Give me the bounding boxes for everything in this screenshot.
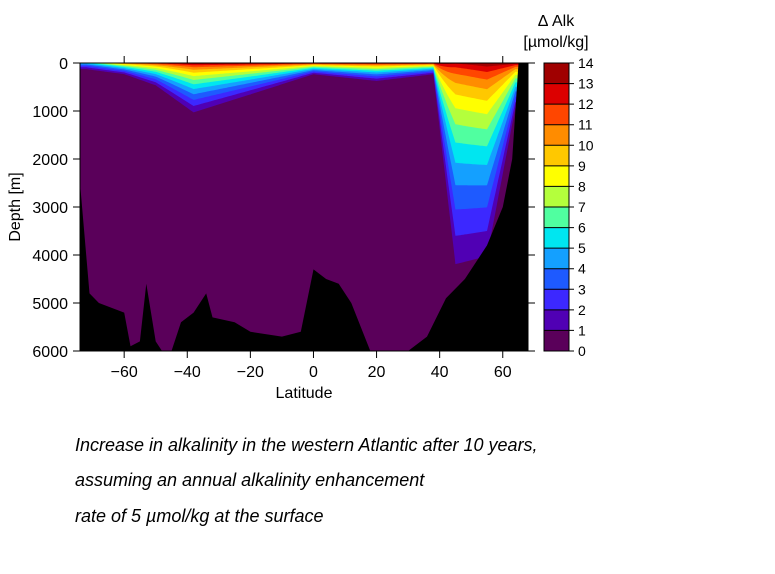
colorbar-tick-label: 3 — [578, 281, 586, 297]
colorbar-tick-label: 7 — [578, 199, 586, 215]
colorbar-tick-label: 9 — [578, 158, 586, 174]
colorbar-swatch-9 — [544, 145, 569, 166]
y-tick-label: 6000 — [32, 344, 68, 361]
y-tick-label: 0 — [59, 56, 68, 73]
colorbar-tick-label: 8 — [578, 178, 586, 194]
y-tick-label: 1000 — [32, 104, 68, 121]
x-tick-label: 20 — [368, 364, 386, 381]
x-tick-label: 0 — [309, 364, 318, 381]
colorbar-swatch-1 — [544, 309, 569, 331]
colorbar-swatch-10 — [544, 124, 569, 146]
colorbar-swatch-5 — [544, 227, 569, 249]
colorbar-swatch-3 — [544, 268, 569, 290]
y-axis-label: Depth [m] — [7, 172, 24, 241]
y-tick-label: 3000 — [32, 200, 68, 217]
caption-line-2: assuming an annual alkalinity enhancemen… — [75, 470, 425, 490]
caption-line-3: rate of 5 µmol/kg at the surface — [75, 506, 324, 526]
colorbar-title: Δ Alk — [538, 13, 575, 30]
colorbar-tick-label: 0 — [578, 343, 586, 359]
caption-line-1: Increase in alkalinity in the western At… — [75, 435, 538, 455]
colorbar-swatch-7 — [544, 186, 569, 207]
colorbar-swatch-12 — [544, 83, 569, 105]
colorbar-swatch-11 — [544, 104, 569, 125]
colorbar-tick-label: 4 — [578, 261, 586, 277]
seafloor-bathymetry — [80, 63, 528, 351]
colorbar-swatch-4 — [544, 248, 569, 269]
x-tick-label: −40 — [174, 364, 201, 381]
y-tick-label: 4000 — [32, 248, 68, 265]
colorbar-swatch-2 — [544, 289, 569, 310]
colorbar-unit: [µmol/kg] — [523, 34, 588, 51]
x-tick-label: −20 — [237, 364, 264, 381]
x-tick-label: −60 — [111, 364, 138, 381]
x-axis-label: Latitude — [276, 385, 333, 402]
x-tick-label: 40 — [431, 364, 449, 381]
colorbar-swatch-13 — [544, 63, 569, 84]
colorbar-tick-label: 11 — [578, 117, 593, 133]
colorbar-swatch-0 — [544, 330, 569, 351]
x-tick-label: 60 — [494, 364, 512, 381]
y-tick-label: 2000 — [32, 152, 68, 169]
x-axis-ticks: −60 −40 −20 0 20 40 60 — [111, 56, 512, 381]
colorbar-swatch-6 — [544, 207, 569, 228]
colorbar-tick-label: 5 — [578, 240, 586, 256]
colorbar-swatch-8 — [544, 165, 569, 187]
colorbar-tick-label: 12 — [578, 96, 594, 112]
plot-area — [80, 63, 528, 351]
colorbar-tick-label: 10 — [578, 137, 594, 153]
colorbar-tick-label: 2 — [578, 302, 586, 318]
colorbar-tick-label: 13 — [578, 76, 594, 92]
colorbar-tick-label: 6 — [578, 220, 586, 236]
colorbar-tick-label: 14 — [578, 55, 594, 71]
y-axis-ticks: 0 1000 2000 3000 4000 5000 6000 — [32, 56, 535, 361]
colorbar-tick-label: 1 — [578, 322, 586, 338]
y-tick-label: 5000 — [32, 296, 68, 313]
